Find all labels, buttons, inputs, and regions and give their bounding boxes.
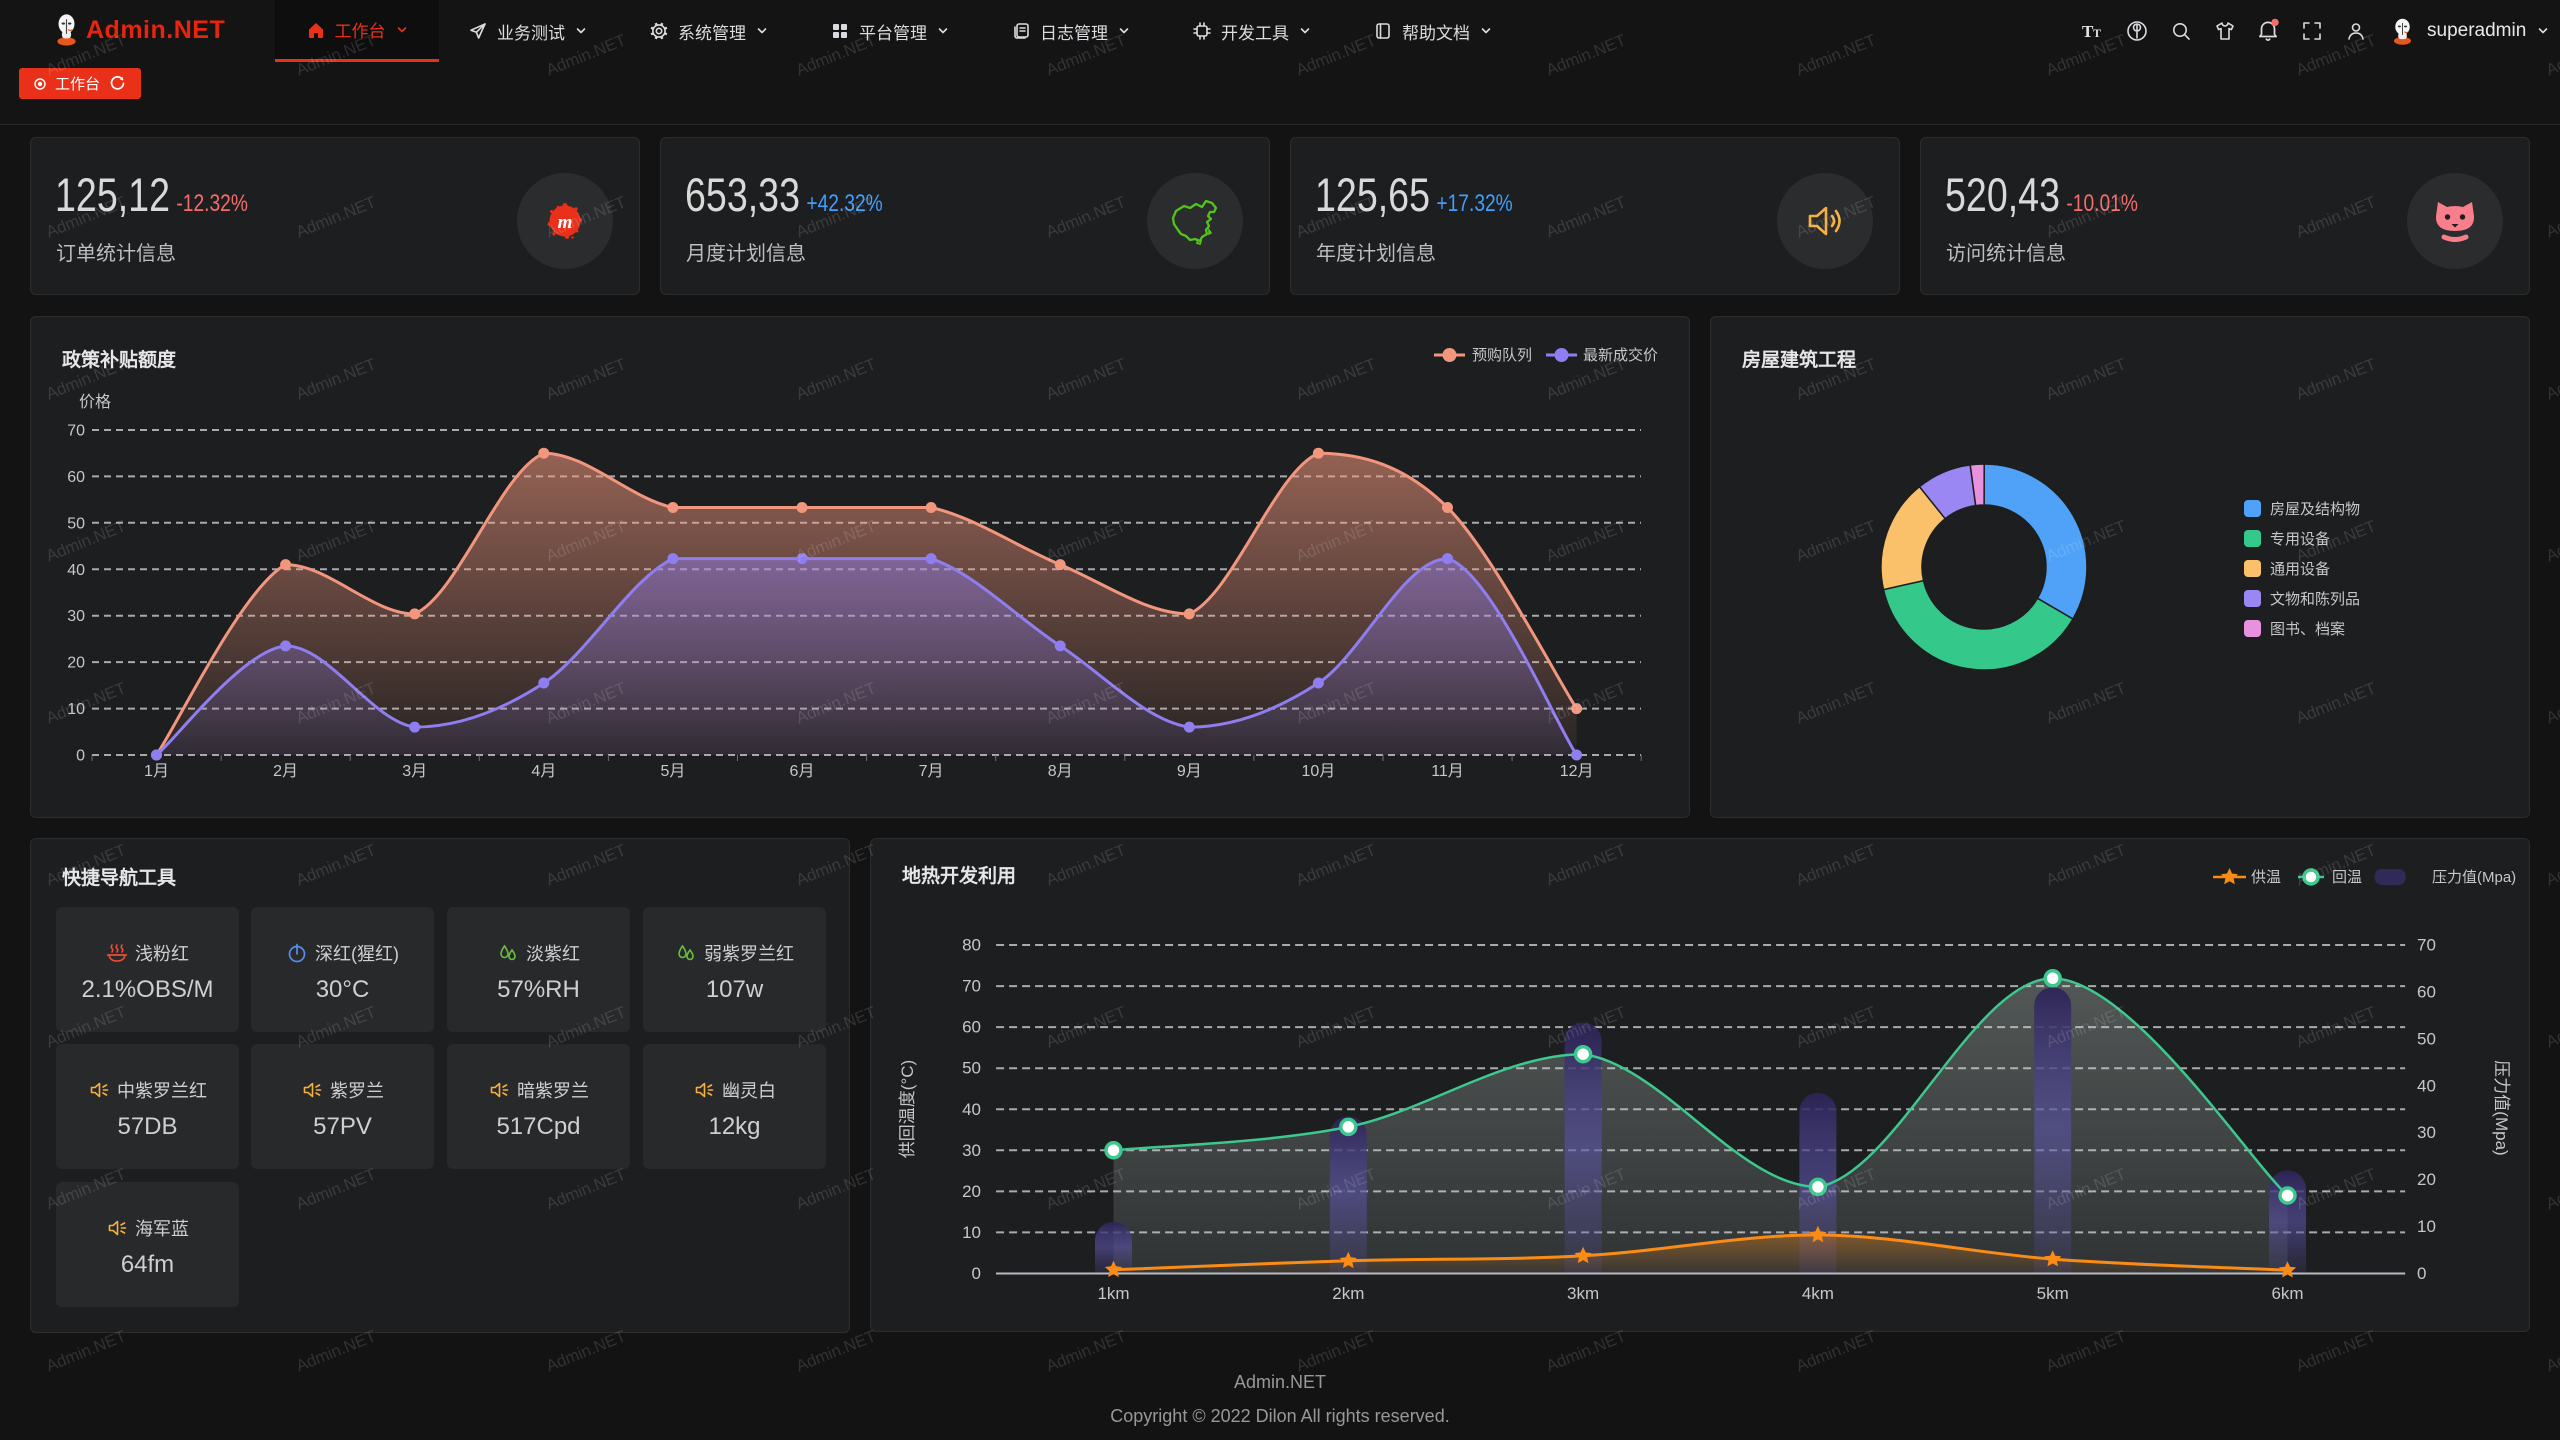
svg-text:70: 70: [67, 423, 85, 440]
svg-text:Admin.NET: Admin.NET: [2044, 1327, 2129, 1375]
svg-text:80: 80: [962, 936, 981, 955]
svg-text:供回温度(°C): 供回温度(°C): [898, 1060, 917, 1158]
svg-text:4月: 4月: [531, 763, 556, 780]
svg-text:Admin.NET: Admin.NET: [1794, 1327, 1879, 1375]
svg-text:4km: 4km: [1802, 1284, 1834, 1303]
svg-text:预购队列: 预购队列: [1472, 347, 1532, 364]
svg-text:6月: 6月: [790, 763, 815, 780]
svg-text:通用设备: 通用设备: [2270, 561, 2330, 578]
svg-text:50: 50: [67, 515, 85, 532]
svg-text:Admin.NET: Admin.NET: [44, 1327, 129, 1375]
svg-text:60: 60: [962, 1018, 981, 1037]
svg-text:图书、档案: 图书、档案: [2270, 620, 2345, 638]
svg-text:2月: 2月: [273, 763, 298, 780]
svg-text:50: 50: [2417, 1029, 2436, 1048]
svg-text:Admin.NET: Admin.NET: [2544, 841, 2560, 889]
svg-text:50: 50: [962, 1059, 981, 1078]
svg-text:40: 40: [2417, 1076, 2436, 1095]
svg-text:Admin.NET: Admin.NET: [2544, 1003, 2560, 1051]
svg-text:Admin.NET: Admin.NET: [1294, 1327, 1379, 1375]
svg-text:12月: 12月: [1560, 763, 1594, 780]
svg-text:20: 20: [67, 655, 85, 672]
svg-text:70: 70: [2417, 936, 2436, 955]
svg-text:Admin.NET: Admin.NET: [294, 1327, 379, 1375]
svg-text:专用设备: 专用设备: [2270, 531, 2330, 548]
svg-text:40: 40: [67, 562, 85, 579]
svg-text:30: 30: [67, 608, 85, 625]
svg-text:Admin.NET: Admin.NET: [2544, 193, 2560, 241]
svg-text:60: 60: [67, 469, 85, 486]
svg-text:5km: 5km: [2037, 1284, 2069, 1303]
svg-text:T: T: [2093, 26, 2101, 40]
svg-text:供温: 供温: [2251, 869, 2281, 886]
svg-text:Admin.NET: Admin.NET: [2544, 1327, 2560, 1375]
svg-text:T: T: [2082, 22, 2094, 41]
svg-text:Admin.NET: Admin.NET: [1044, 1327, 1129, 1375]
svg-text:m: m: [558, 212, 573, 233]
svg-text:30: 30: [2417, 1123, 2436, 1142]
svg-text:回温: 回温: [2332, 869, 2362, 886]
svg-text:1月: 1月: [144, 763, 169, 780]
svg-text:Admin.NET: Admin.NET: [2544, 355, 2560, 403]
svg-text:40: 40: [962, 1100, 981, 1119]
svg-text:8月: 8月: [1048, 763, 1073, 780]
svg-text:0: 0: [2417, 1264, 2426, 1283]
svg-text:9月: 9月: [1177, 763, 1202, 780]
svg-text:文物和陈列品: 文物和陈列品: [2270, 590, 2360, 608]
svg-text:压力值(Mpa): 压力值(Mpa): [2432, 869, 2516, 886]
svg-text:7月: 7月: [919, 763, 944, 780]
svg-text:Admin.NET: Admin.NET: [794, 1327, 879, 1375]
svg-text:价格: 价格: [79, 393, 111, 411]
svg-text:Admin.NET: Admin.NET: [2544, 679, 2560, 727]
svg-text:0: 0: [76, 748, 85, 765]
svg-text:3月: 3月: [402, 763, 427, 780]
svg-text:6km: 6km: [2271, 1284, 2303, 1303]
svg-text:20: 20: [962, 1182, 981, 1201]
svg-text:Admin.NET: Admin.NET: [2544, 1165, 2560, 1213]
svg-text:1km: 1km: [1097, 1284, 1129, 1303]
svg-text:2km: 2km: [1332, 1284, 1364, 1303]
svg-text:11月: 11月: [1431, 763, 1464, 780]
svg-text:70: 70: [962, 977, 981, 996]
svg-text:Admin.NET: Admin.NET: [2294, 1327, 2379, 1375]
svg-text:压力值(Mpa): 压力值(Mpa): [2492, 1060, 2511, 1155]
svg-text:Admin.NET: Admin.NET: [2544, 517, 2560, 565]
svg-text:Admin.NET: Admin.NET: [1544, 1327, 1629, 1375]
svg-text:10: 10: [67, 701, 85, 718]
svg-text:5月: 5月: [660, 763, 685, 780]
svg-text:0: 0: [972, 1264, 981, 1283]
svg-text:20: 20: [2417, 1170, 2436, 1189]
svg-text:房屋及结构物: 房屋及结构物: [2270, 501, 2360, 518]
svg-text:10: 10: [2417, 1217, 2436, 1236]
svg-text:3km: 3km: [1567, 1284, 1599, 1303]
svg-text:60: 60: [2417, 982, 2436, 1001]
svg-text:10月: 10月: [1301, 763, 1335, 780]
svg-text:30: 30: [962, 1141, 981, 1160]
svg-text:10: 10: [962, 1223, 981, 1242]
svg-text:Admin.NET: Admin.NET: [544, 1327, 629, 1375]
svg-text:最新成交价: 最新成交价: [1583, 346, 1658, 364]
